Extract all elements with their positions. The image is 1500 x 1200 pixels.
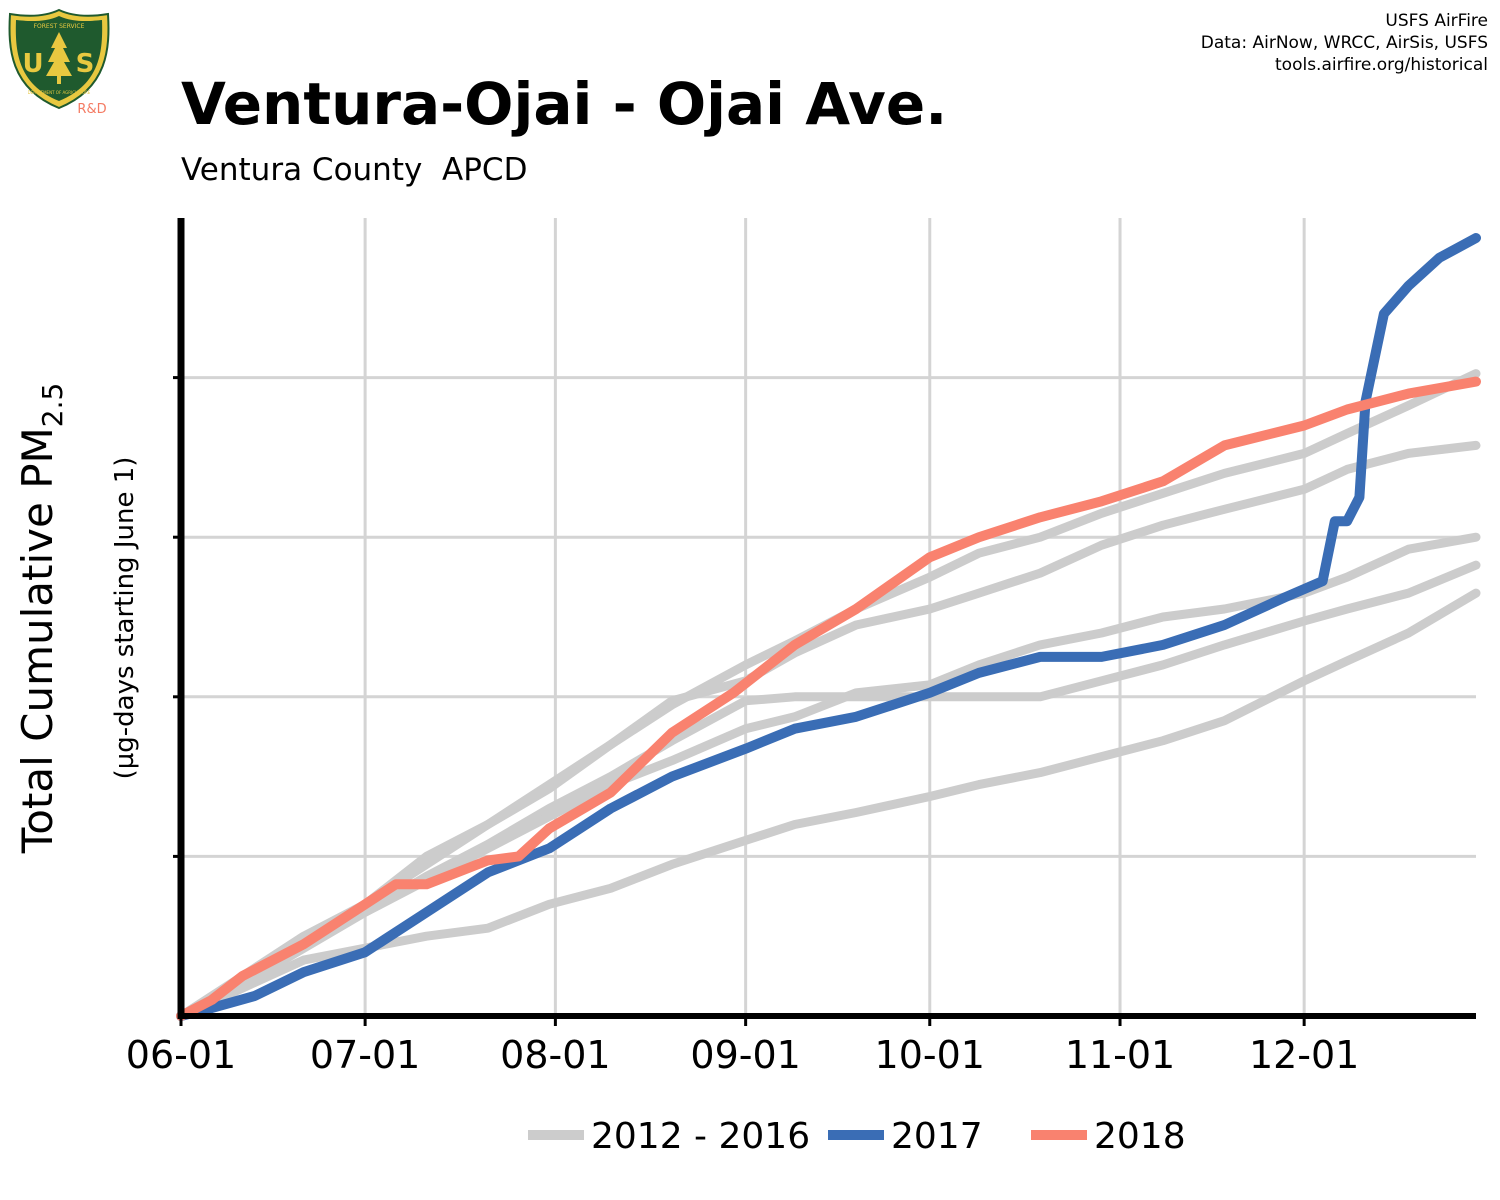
series-lines [176, 233, 1481, 1021]
credit-line-source: USFS AirFire [1385, 11, 1488, 31]
x-tick-label: 07-01 [310, 1033, 420, 1077]
y-axis-label: Total Cumulative PM2.5 [13, 383, 69, 855]
logo-ring-text: FOREST SERVICE [34, 23, 85, 30]
x-tick-label: 12-01 [1249, 1033, 1359, 1077]
y-axis-title: Total Cumulative PM2.5 (µg-days starting… [13, 383, 140, 855]
x-tick-label: 08-01 [500, 1033, 610, 1077]
y-axis-sublabel: (µg-days starting June 1) [110, 457, 140, 780]
y-axis-label-sub: 2.5 [36, 383, 69, 428]
series-line-2012-2016-3 [176, 588, 1481, 1021]
logo-initial-s: S [76, 49, 95, 79]
logo-rd-tag: R&D [77, 102, 106, 117]
x-tick-label: 11-01 [1065, 1033, 1175, 1077]
logo-bottom-text: DEPARTMENT OF AGRICULTURE [28, 90, 91, 95]
axes: 06-01 07-01 08-01 09-01 10-01 11-01 12-01 [126, 218, 1476, 1077]
usfs-logo: U S FOREST SERVICE DEPARTMENT OF AGRICUL… [8, 8, 110, 117]
legend-label: 2012 - 2016 [591, 1116, 810, 1157]
legend: 2012 - 2016 2017 2018 [528, 1116, 1186, 1157]
page-subtitle: Ventura County APCD [181, 152, 528, 188]
logo-initial-u: U [22, 49, 43, 79]
series-line-2017-5 [176, 233, 1481, 1021]
y-axis-label-main: Total Cumulative PM [13, 427, 62, 854]
page-title: Ventura-Ojai - Ojai Ave. [181, 70, 948, 138]
legend-label: 2017 [891, 1116, 983, 1157]
series-line-2018-6 [176, 376, 1481, 1021]
x-tick-label: 09-01 [690, 1033, 800, 1077]
credit-line-url: tools.airfire.org/historical [1275, 55, 1488, 75]
grid [181, 218, 1476, 1016]
credit-line-data: Data: AirNow, WRCC, AirSis, USFS [1200, 33, 1488, 53]
x-tick-label: 06-01 [126, 1033, 236, 1077]
x-tick-label: 10-01 [875, 1033, 985, 1077]
legend-label: 2018 [1094, 1116, 1186, 1157]
series-line-2012-2016-4 [176, 440, 1481, 1021]
credits: USFS AirFire Data: AirNow, WRCC, AirSis,… [1201, 10, 1488, 76]
series-line-2012-2016-2 [176, 532, 1481, 1021]
tree-icon [46, 32, 72, 84]
